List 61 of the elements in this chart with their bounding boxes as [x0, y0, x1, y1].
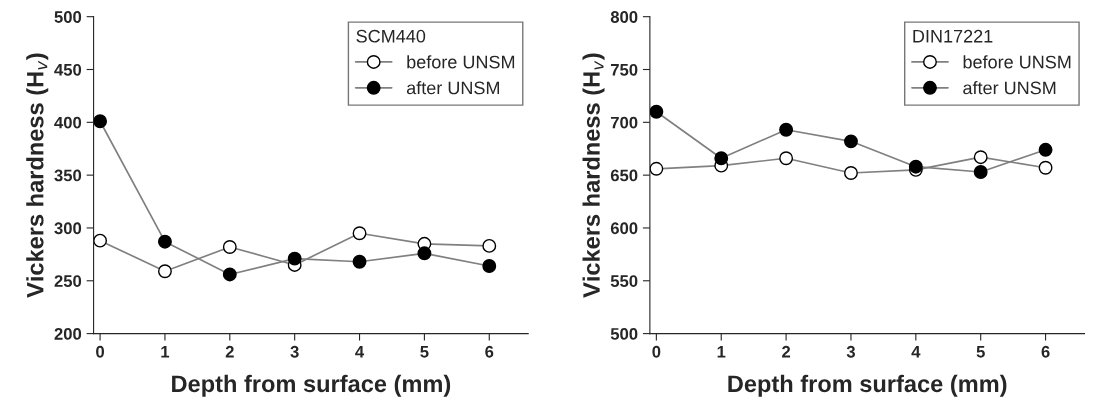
point — [844, 166, 858, 180]
point — [714, 151, 729, 166]
x-tick-label: 1 — [717, 346, 726, 358]
point — [482, 238, 497, 253]
point — [93, 114, 108, 129]
point — [844, 134, 858, 149]
y-tick-label: 500 — [54, 11, 82, 23]
point — [482, 259, 497, 273]
y-tick-label: 600 — [610, 222, 638, 235]
y-tick-label: 400 — [54, 116, 82, 129]
legend-label: after UNSM — [406, 81, 500, 95]
point — [1038, 142, 1053, 157]
point — [1038, 160, 1053, 175]
point — [779, 151, 794, 166]
y-tick-label: 500 — [610, 328, 638, 340]
point — [649, 104, 664, 119]
y-tick-label: 450 — [54, 63, 82, 76]
y-tick-label: 550 — [610, 275, 638, 287]
legend-title: DIN17221 — [913, 29, 993, 43]
y-tick-label: 800 — [610, 11, 638, 23]
x-tick-label: 2 — [782, 345, 791, 358]
point — [352, 226, 367, 241]
point — [222, 267, 237, 282]
x-axis-title: Depth from surface (mm) — [172, 374, 451, 397]
y-tick-label: 750 — [610, 63, 638, 76]
x-tick-label: 3 — [846, 345, 855, 358]
y-axis-title: Vickers hardness (H$_{v}$) — [26, 53, 49, 298]
point — [222, 240, 237, 254]
point — [352, 254, 367, 269]
y-tick-label: 200 — [54, 328, 82, 340]
y-tick-label: 250 — [54, 275, 82, 287]
legend-label: before UNSM — [963, 55, 1071, 69]
legend-label: before UNSM — [407, 55, 515, 69]
y-axis-title: Vickers hardness (H$_{v}$) — [582, 53, 605, 298]
legend-label: after UNSM — [963, 81, 1056, 95]
x-tick-label: 5 — [976, 346, 985, 358]
point — [417, 246, 432, 261]
y-tick-label: 650 — [610, 169, 638, 182]
point — [973, 150, 988, 165]
x-tick-label: 5 — [420, 346, 429, 358]
point — [779, 122, 794, 137]
y-tick-label: 700 — [610, 116, 638, 129]
x-tick-label: 4 — [911, 346, 921, 358]
x-tick-label: 0 — [96, 345, 105, 358]
x-axis-title: Depth from surface (mm) — [728, 374, 1007, 397]
point — [649, 161, 664, 176]
x-tick-label: 0 — [652, 345, 661, 358]
point — [157, 264, 172, 279]
point — [973, 165, 988, 179]
point — [93, 233, 108, 248]
y-tick-label: 300 — [54, 222, 82, 235]
x-tick-label: 4 — [355, 346, 365, 358]
x-tick-label: 1 — [161, 346, 170, 358]
point — [157, 234, 172, 249]
x-tick-label: 2 — [225, 345, 234, 358]
point — [287, 251, 302, 266]
legend-title: SCM440 — [356, 29, 426, 43]
x-tick-label: 3 — [290, 345, 299, 358]
x-tick-label: 6 — [485, 345, 494, 358]
x-tick-label: 6 — [1041, 345, 1050, 358]
y-tick-label: 350 — [54, 169, 82, 182]
